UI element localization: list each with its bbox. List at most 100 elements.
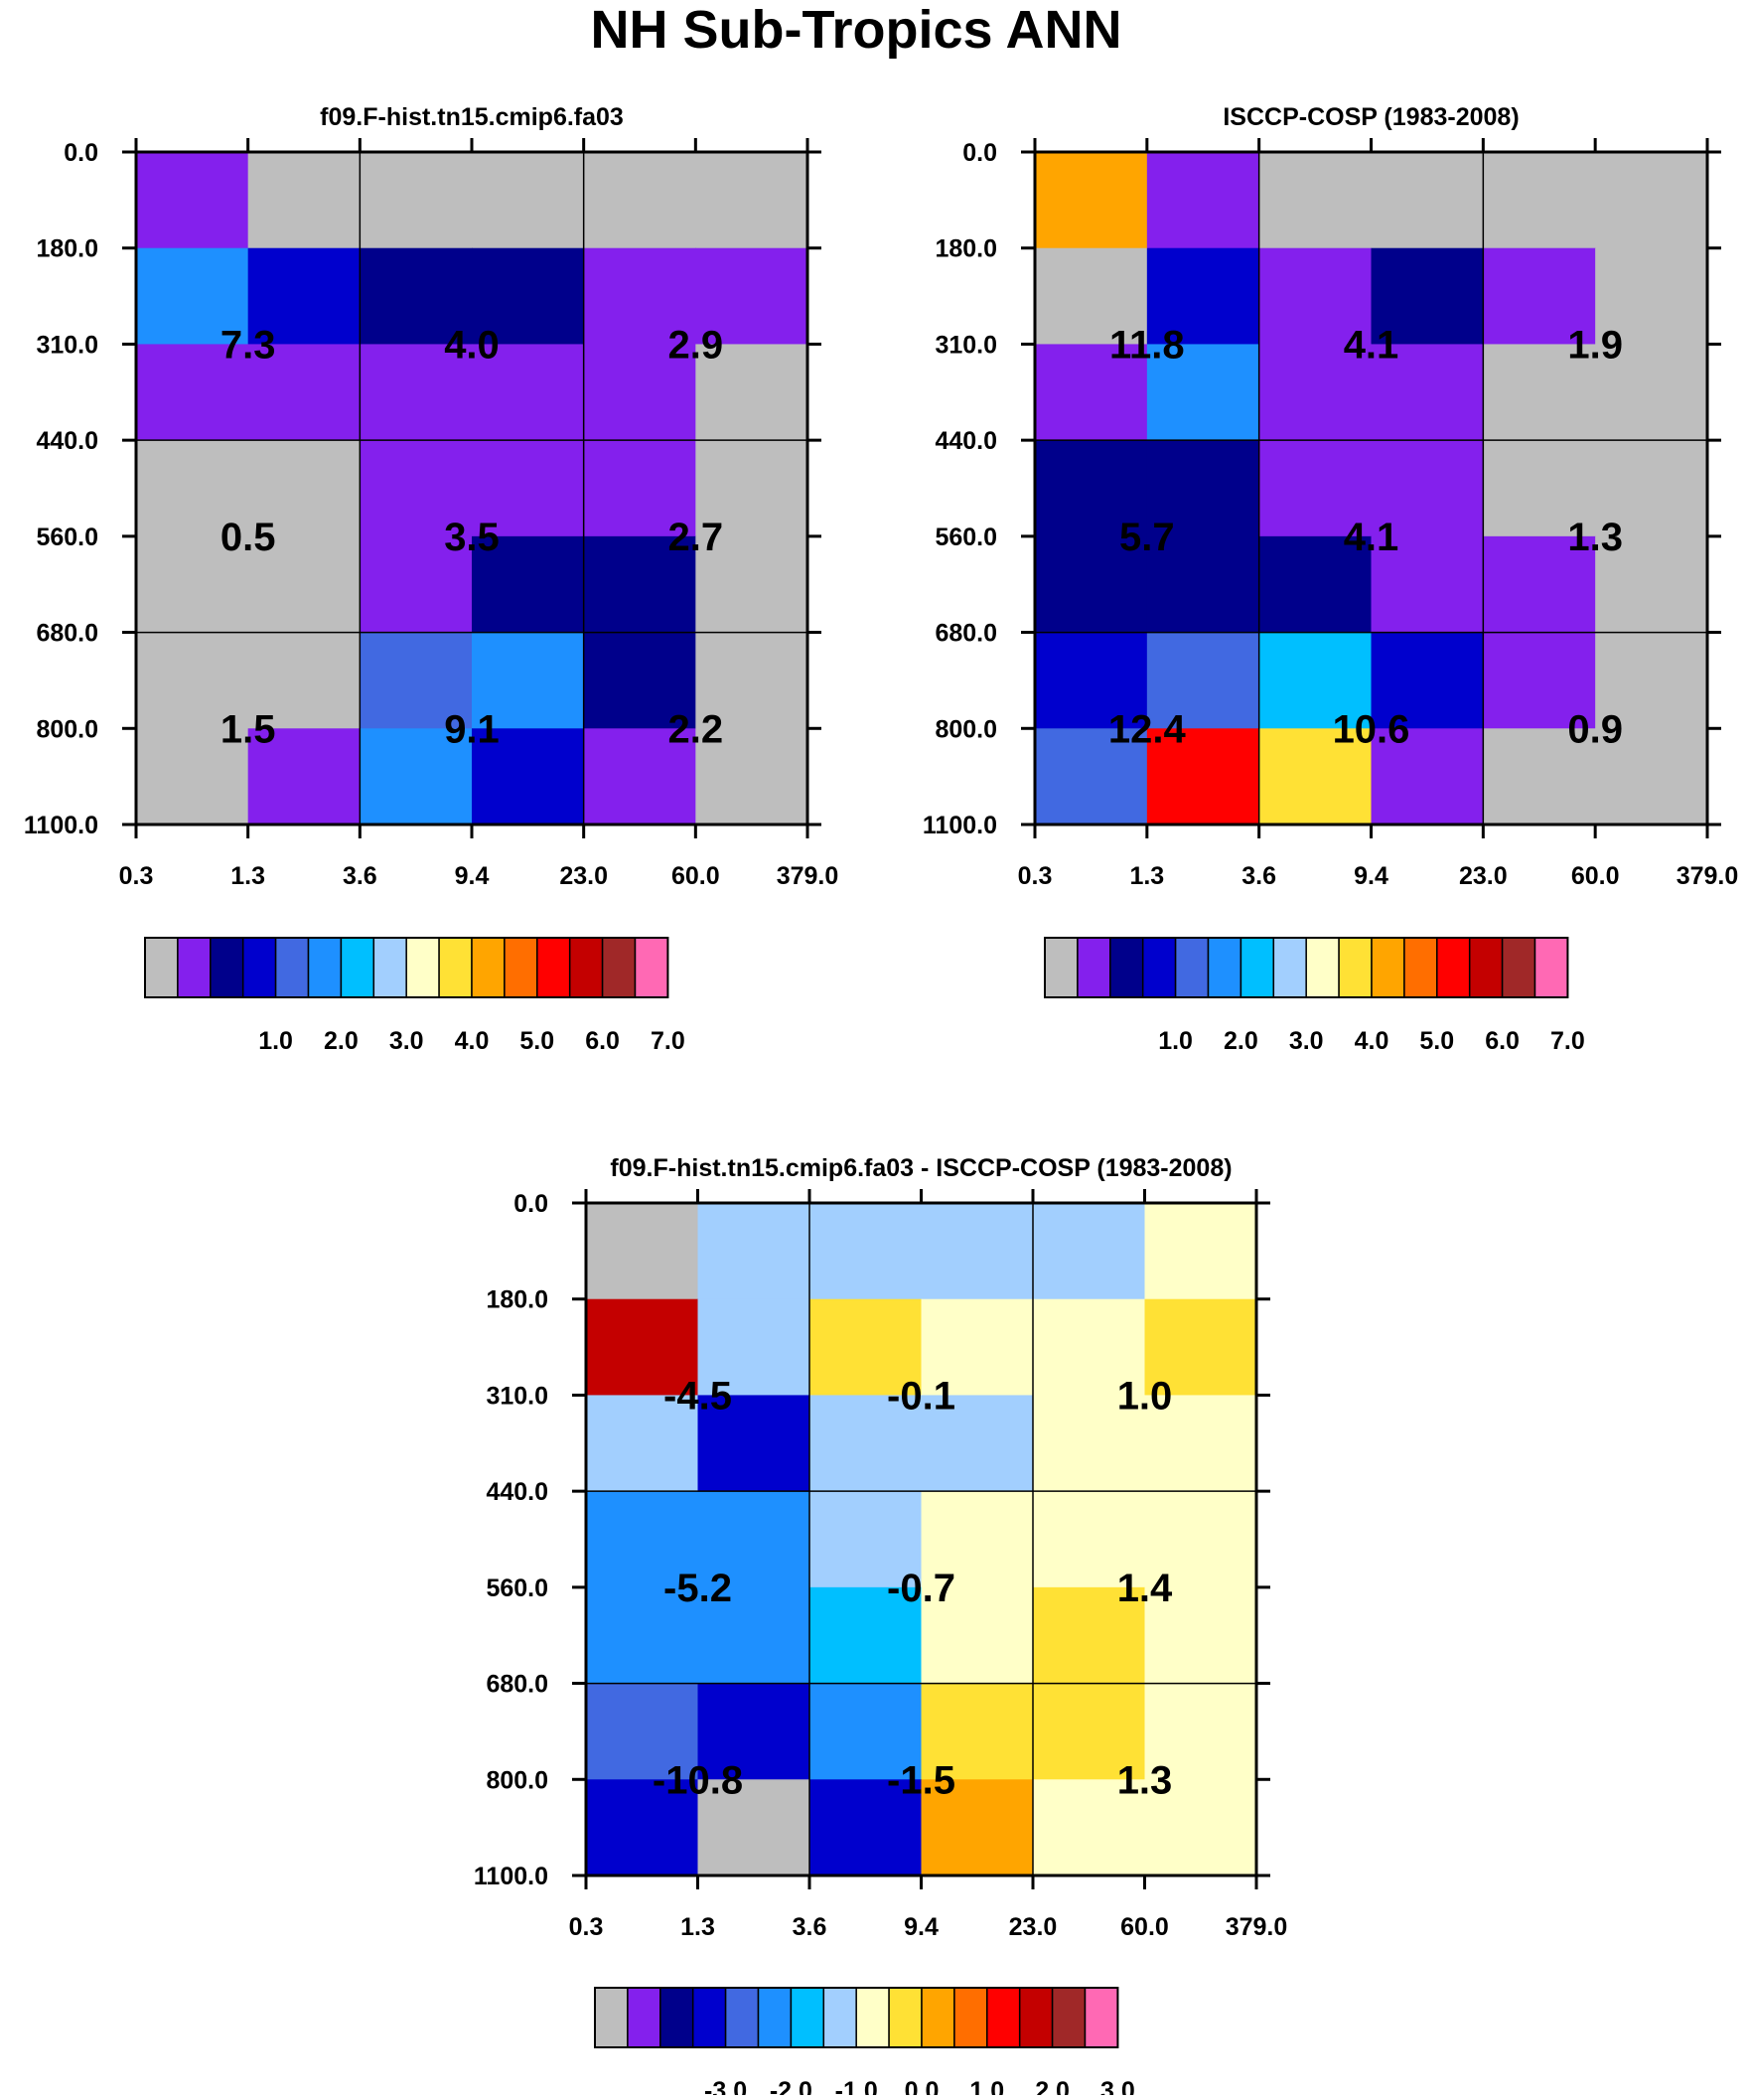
heatmap-cell [472,247,585,346]
colorbar-swatch [986,1987,1021,2048]
heatmap-cell [697,1203,810,1300]
heatmap-cell [1035,535,1148,634]
colorbar-frame [144,937,669,998]
x-tick-label: 3.6 [793,1913,827,1941]
heatmap-cell [1371,152,1484,249]
heatmap-cell [472,535,585,634]
heatmap-cell [1146,152,1260,249]
heatmap-cell [695,535,808,634]
heatmap-cell [695,344,808,441]
heatmap-cell [1035,440,1148,537]
y-tick-label: 0.0 [64,139,98,167]
colorbar-swatch [536,937,571,998]
colorbar-swatch [568,937,604,998]
colorbar-swatch [601,937,637,998]
y-tick-label: 310.0 [486,1382,548,1410]
colorbar-swatch [1403,937,1438,998]
heatmap-cell [1258,632,1373,729]
heatmap-cell [586,1395,699,1492]
y-tick-label: 440.0 [935,427,997,455]
heatmap-cell [921,1298,1034,1397]
heatmap-cell [360,535,473,634]
colorbar-frame [594,1987,1119,2048]
y-tick-label: 1100.0 [24,812,98,839]
block-value-label: -0.7 [887,1567,955,1610]
heatmap-cell [583,728,696,825]
y-tick-label: 1100.0 [474,1863,548,1890]
block-value-label: 0.5 [220,516,276,559]
heatmap-cell [1371,440,1484,537]
block-value-label: -5.2 [663,1567,732,1610]
y-tick-label: 560.0 [36,524,98,551]
x-tick-label: 0.3 [1018,862,1053,890]
colorbar-swatch [1077,937,1111,998]
block-value-label: 1.3 [1117,1758,1173,1802]
heatmap-cell [1595,728,1708,825]
heatmap-cell [247,728,361,825]
heatmap-cell [697,1683,810,1780]
heatmap-cell [472,344,585,441]
heatmap-cell [809,1683,923,1780]
heatmap-cell [809,1586,923,1685]
heatmap-cell [136,344,249,441]
heatmap-cell [1258,440,1373,537]
panel-2: ISCCP-COSP (1983-2008) 0.3 1.3 3.6 9.4 23.0 60… [923,103,1738,1055]
y-tick-label: 800.0 [935,715,997,743]
colorbar: 1.0 2.0 3.0 4.0 5.0 6.0 7.0 [144,937,685,1055]
heatmap-cell [1144,1683,1257,1780]
colorbar-swatch [372,937,407,998]
colorbar-swatch [438,937,473,998]
panel-title: f09.F-hist.tn15.cmip6.fa03 [320,103,624,131]
heatmap-cell [1595,535,1708,634]
block-value-label: 4.1 [1344,516,1399,559]
heatmap-cell [1371,247,1484,346]
heatmap-cell [1258,728,1373,825]
colorbar-swatch [1109,937,1144,998]
colorbar-label: 4.0 [1355,1027,1389,1055]
block-value-label: 1.0 [1117,1374,1173,1418]
colorbar-label: 1.0 [969,2077,1004,2095]
heatmap-cell [1035,728,1148,825]
heatmap-cell [697,1586,810,1685]
heatmap-cell [247,152,361,249]
colorbar-swatch [953,1987,988,2048]
x-tick-label: 60.0 [671,862,720,890]
colorbar-swatch [1044,937,1079,998]
heatmap-cell [586,1491,699,1588]
heatmap-cell [809,1779,923,1876]
heatmap-cell [1144,1395,1257,1492]
colorbar-swatch [627,1987,661,2048]
heatmap-cell [136,247,249,346]
colorbar-label: 0.0 [905,2077,940,2095]
colorbar-swatch [691,1987,727,2048]
heatmap-cell [1371,344,1484,441]
colorbar-swatch [307,937,343,998]
heatmap-cell [247,535,361,634]
block-value-label: 1.5 [220,707,276,751]
heatmap-cell [586,1683,699,1780]
heatmap-cell [1033,1395,1146,1492]
heatmap-cell [247,247,361,346]
heatmap-cell [1035,152,1148,249]
heatmap-cell [1483,728,1596,825]
heatmap-cell [583,344,696,441]
colorbar-swatch [855,1987,890,2048]
block-value-label: 7.3 [220,323,276,367]
heatmap-cell [1258,247,1373,346]
figure-title: NH Sub-Tropics ANN [590,0,1121,60]
block-value-label: 3.5 [444,516,500,559]
y-tick-label: 440.0 [486,1478,548,1506]
panel-3: f09.F-hist.tn15.cmip6.fa03 - ISCCP-COSP … [474,1154,1287,2100]
x-tick-label: 1.3 [680,1913,715,1941]
y-tick-label: 1100.0 [923,812,997,839]
y-tick-label: 310.0 [935,331,997,359]
block-value-label: 1.9 [1567,323,1623,367]
colorbar-label: 7.0 [651,1027,685,1055]
x-tick-label: 9.4 [1354,862,1388,890]
heatmap-cell [247,344,361,441]
heatmap-cell [586,1779,699,1876]
heatmap-cell [583,152,696,249]
heatmap-cell [1146,440,1260,537]
x-tick-label: 379.0 [1677,862,1739,890]
